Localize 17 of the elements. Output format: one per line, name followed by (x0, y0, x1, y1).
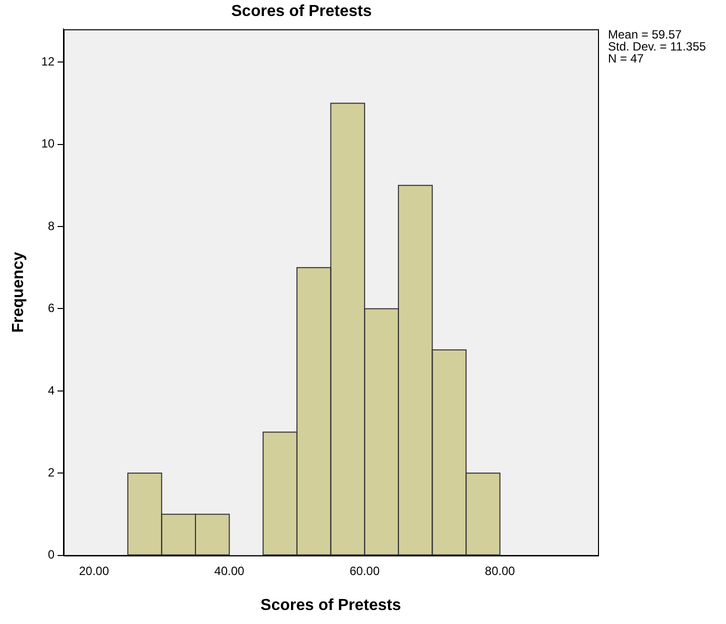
y-tick-label: 12 (41, 54, 55, 68)
x-tick-label: 80.00 (484, 564, 516, 578)
x-axis-title: Scores of Pretests (260, 596, 402, 614)
y-tick-label: 0 (48, 548, 55, 562)
y-tick-label: 6 (48, 301, 55, 316)
y-tick-label: 4 (48, 383, 55, 398)
chart-title: Scores of Pretests (231, 3, 372, 20)
y-tick-label: 2 (48, 465, 55, 480)
y-tick-label: 8 (48, 218, 55, 233)
y-tick-label: 10 (41, 136, 55, 151)
y-axis-title: Frequency (10, 252, 28, 333)
x-tick-label: 20.00 (78, 564, 110, 578)
text: Mean = 59.57 (608, 28, 682, 42)
text: Std. Dev. = 11.355 (608, 40, 706, 54)
text: N = 47 (608, 52, 644, 66)
x-tick-label: 40.00 (214, 564, 245, 578)
x-tick-label: 60.00 (350, 564, 380, 578)
